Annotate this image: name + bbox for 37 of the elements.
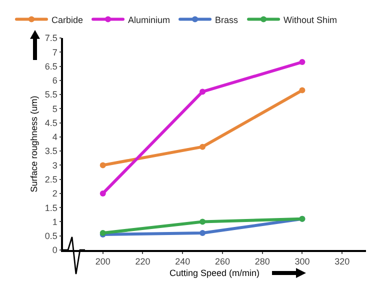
point [200,144,206,150]
y-tick-label: 0 [52,245,58,256]
point [299,87,306,94]
legend-label: Without Shim [284,14,338,25]
x-tick-label: 240 [175,256,190,267]
point [200,230,206,236]
point [299,59,306,66]
y-tick-label: 4.5 [44,118,58,128]
y-tick-label: 7.5 [44,33,58,44]
y-tick-label: 1 [52,216,58,227]
x-tick-label: 220 [135,256,150,267]
legend-label: Carbide [51,14,84,25]
point [200,88,206,95]
y-tick-label: 3 [52,160,58,170]
y-tick-label: 1.5 [44,202,58,213]
y-tick-label: 0.5 [44,231,58,242]
y-tick-label: 3.5 [44,146,58,156]
x-tick-label: 320 [334,256,350,267]
y-tick-label: 6 [52,76,58,86]
x-axis-title: Cutting Speed (m/min) [169,268,260,278]
x-tick-label: 200 [95,256,110,267]
x-tick-label: 260 [214,256,230,267]
y-tick-label: 5 [52,104,58,114]
legend-label: Aluminium [128,14,170,25]
y-axis-title: Surface roughness (um) [28,96,39,192]
y-tick-label: 2.5 [44,174,58,184]
legend-label: Brass [215,14,239,25]
point [100,162,106,168]
y-tick-label: 7 [52,47,58,58]
y-tick-label: 2 [52,188,58,199]
x-tick-label: 300 [294,256,310,267]
y-tick-label: 5.5 [44,90,58,100]
y-tick-label: 6.5 [44,61,58,72]
point [200,218,206,225]
x-tick-label: 280 [254,256,270,267]
y-tick-label: 4 [52,132,58,142]
point [100,190,106,196]
